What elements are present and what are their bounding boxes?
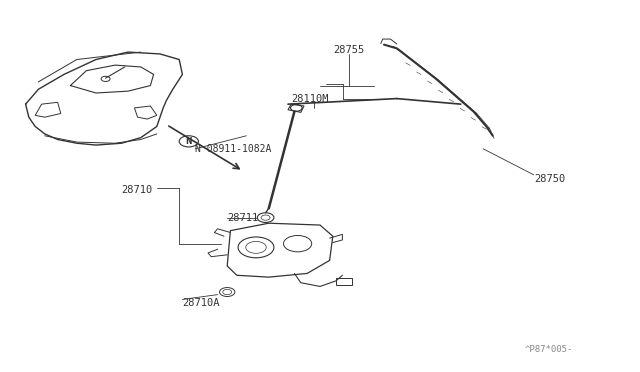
Text: 28710: 28710 — [122, 185, 153, 195]
Text: 28110M: 28110M — [291, 94, 329, 103]
Text: 28710A: 28710A — [182, 298, 220, 308]
Text: 28750: 28750 — [534, 174, 566, 183]
Text: N 08911-1082A: N 08911-1082A — [195, 144, 271, 154]
Text: 28711: 28711 — [227, 213, 259, 222]
Text: ^P87*005-: ^P87*005- — [525, 345, 573, 354]
Text: N: N — [186, 137, 192, 146]
Text: 28755: 28755 — [333, 45, 364, 55]
